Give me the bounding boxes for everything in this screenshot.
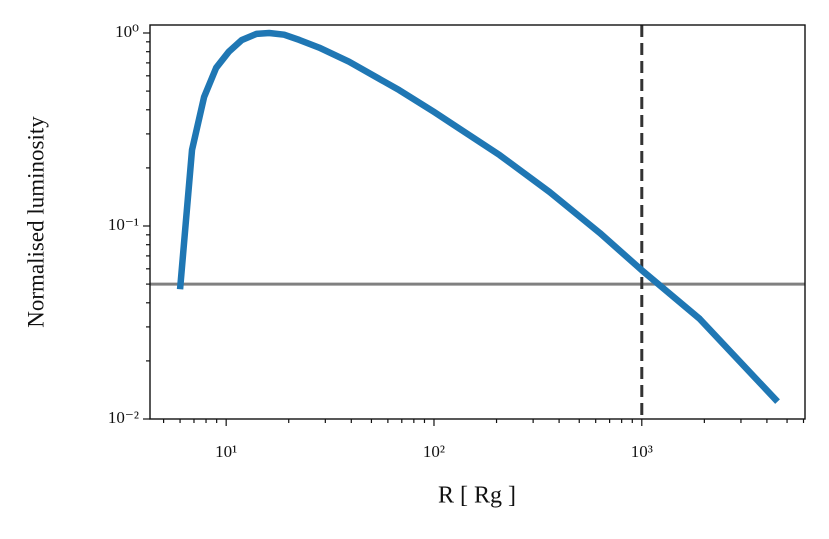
x-axis-label: R [ Rg ] xyxy=(438,483,516,509)
x-tick-label: 10² xyxy=(423,442,445,461)
y-tick-label: 10⁻² xyxy=(108,408,139,427)
y-tick-label: 10⁰ xyxy=(115,22,139,41)
y-axis-label: Normalised luminosity xyxy=(23,116,48,328)
x-tick-label: 10³ xyxy=(631,442,653,461)
line xyxy=(176,29,780,404)
plot-frame xyxy=(149,24,806,420)
y-tick-label: 10⁻¹ xyxy=(108,215,139,234)
x-tick-label: 10¹ xyxy=(215,442,237,461)
